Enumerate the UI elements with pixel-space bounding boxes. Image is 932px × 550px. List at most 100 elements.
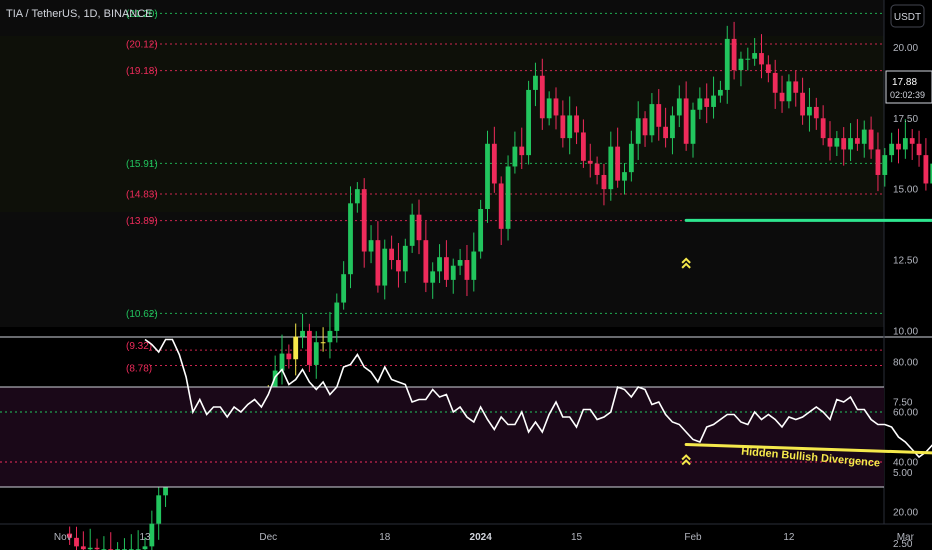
candle <box>450 258 456 294</box>
candle-body <box>628 143 634 173</box>
candle-body <box>649 104 655 136</box>
candle-body <box>546 98 552 119</box>
candle <box>697 87 703 120</box>
rsi-tick-label: 20.00 <box>893 508 918 519</box>
candle <box>875 132 881 192</box>
candle <box>67 526 73 545</box>
rsi-tick-label: 80.00 <box>893 358 918 369</box>
candle-body <box>444 257 449 280</box>
candle <box>772 59 778 109</box>
candle-body <box>341 274 347 303</box>
candle <box>142 537 148 550</box>
candle <box>553 87 559 130</box>
candle <box>855 119 860 151</box>
candle <box>889 132 895 163</box>
candle <box>430 262 436 299</box>
candle-body <box>320 342 326 344</box>
price-tick-label: 12.50 <box>893 256 918 267</box>
rsi-line <box>144 338 932 459</box>
candle <box>382 239 388 300</box>
candle-body <box>505 166 511 229</box>
candle <box>101 536 107 550</box>
level-label: (10.62) <box>126 309 158 320</box>
last-price-badge: 17.88 02:02:39 <box>885 70 932 104</box>
candle-body <box>916 143 922 156</box>
candle <box>704 83 710 124</box>
candle <box>498 176 504 245</box>
candle <box>361 178 367 268</box>
candle <box>834 131 840 156</box>
candle-body <box>800 92 805 116</box>
candle-body <box>368 240 374 252</box>
candle <box>444 240 449 287</box>
candle-body <box>526 89 531 156</box>
candle-body <box>594 163 600 175</box>
candle <box>341 261 347 310</box>
candle <box>759 34 764 79</box>
time-tick-label: 12 <box>783 532 795 543</box>
candle <box>718 80 723 103</box>
candle <box>526 80 531 165</box>
candle <box>279 334 285 385</box>
candle-body <box>533 75 538 90</box>
candle-body <box>752 53 758 59</box>
candle-body <box>855 138 860 144</box>
candle <box>108 532 114 550</box>
time-tick-label: 15 <box>571 532 583 543</box>
level-label: (8.78) <box>126 363 152 374</box>
candle-body <box>574 115 579 133</box>
currency-button[interactable]: USDT <box>890 4 925 28</box>
candle-body <box>676 98 682 116</box>
time-tick-label: Mar <box>897 532 915 543</box>
candle <box>128 534 134 550</box>
candle <box>491 126 497 193</box>
candle <box>663 107 668 148</box>
candle-body <box>87 547 93 550</box>
candle-body <box>608 146 614 190</box>
chevron-up-icon <box>681 454 691 461</box>
candle-body <box>293 336 299 360</box>
candle-body <box>430 271 436 283</box>
candle-body <box>635 118 641 144</box>
candle <box>505 155 511 241</box>
candle <box>711 76 716 119</box>
candle <box>539 58 545 130</box>
candle <box>594 156 600 185</box>
candle <box>800 77 805 125</box>
candle-body <box>779 92 785 102</box>
price-tick-label: 10.00 <box>893 326 918 337</box>
candle-body <box>587 160 593 164</box>
candle-body <box>396 260 401 272</box>
candle <box>752 38 758 66</box>
candle <box>813 97 819 130</box>
time-tick-label: 2024 <box>470 532 493 543</box>
candle-body <box>896 143 901 150</box>
candle-body <box>683 98 689 144</box>
candle-body <box>724 38 730 90</box>
currency-label: USDT <box>894 12 921 23</box>
candle <box>848 123 853 162</box>
candle-body <box>670 115 675 139</box>
candle <box>656 89 662 141</box>
candle-body <box>519 146 525 156</box>
candle-body <box>909 138 915 144</box>
candle-body <box>902 138 908 150</box>
candle <box>841 127 847 166</box>
level-label: (19.18) <box>126 66 158 77</box>
candle-body <box>512 146 518 167</box>
candle-body <box>416 214 422 241</box>
rsi-pane: Hidden Bullish Divergence <box>0 338 932 488</box>
level-label: (14.83) <box>126 189 158 200</box>
drawings <box>681 218 932 269</box>
candle-body <box>841 138 847 150</box>
candle <box>615 127 621 188</box>
candle-body <box>834 138 840 147</box>
candle <box>670 106 675 155</box>
candle-body <box>567 115 573 139</box>
candle-body <box>793 81 799 93</box>
candle-body <box>848 138 853 150</box>
candle-body <box>581 132 586 161</box>
candle-body <box>354 189 360 204</box>
candles <box>67 21 932 550</box>
candle <box>348 186 353 289</box>
